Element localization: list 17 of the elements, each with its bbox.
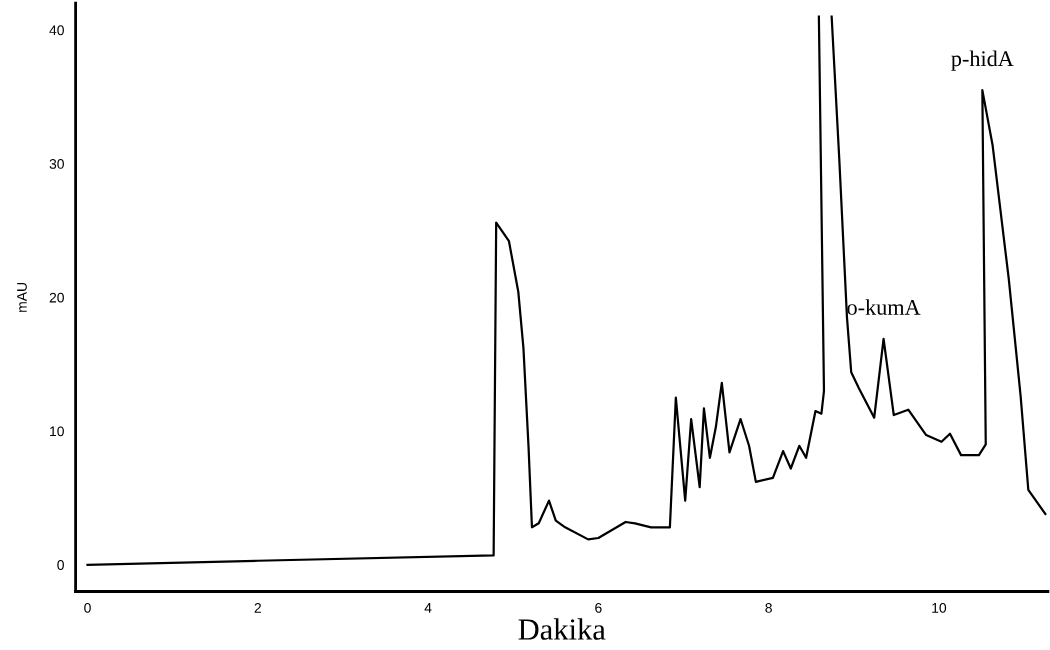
- y-tick-label: 10: [50, 426, 64, 437]
- line-series: [830, 15, 1047, 516]
- x-tick-label: 2: [254, 602, 261, 613]
- line-series: [86, 15, 826, 566]
- y-axis-title: mAU: [17, 283, 27, 312]
- y-tick-label: 30: [49, 159, 64, 169]
- x-tick-label: 0: [84, 602, 91, 613]
- x-tick-label: 4: [424, 603, 432, 613]
- x-tick-label: 8: [765, 602, 772, 613]
- y-tick-label: 40: [49, 25, 64, 36]
- x-tick-label: 10: [932, 602, 947, 613]
- annotation: p-hidA: [951, 50, 1014, 71]
- annotation: o-kumA: [847, 299, 921, 315]
- y-tick-label: 20: [49, 292, 64, 303]
- x-tick-label: 6: [595, 602, 602, 613]
- x-axis-title: Dakika: [518, 618, 606, 640]
- y-tick-label: 0: [57, 560, 64, 570]
